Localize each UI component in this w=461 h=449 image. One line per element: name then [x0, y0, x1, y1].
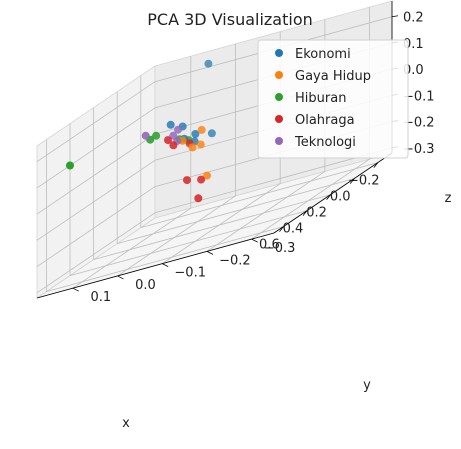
x-tick-label-2: 0.2: [306, 206, 327, 221]
point-olahraga-2: [194, 194, 203, 203]
y-tick-label-1: 0.0: [135, 278, 156, 293]
legend-marker-0: [275, 49, 283, 57]
legend-marker-3: [275, 115, 283, 123]
z-grid-back-5: [154, 147, 393, 214]
point-gaya-hidup-4: [197, 125, 206, 134]
y-tick-mark-1: [117, 275, 124, 280]
x-grid-floor-4: [46, 226, 284, 292]
y-tick-label-4: −0.3: [264, 241, 296, 256]
x-grid-floor-1: [117, 178, 355, 244]
point-ekonomi-1: [166, 120, 175, 129]
y-axis-label: y: [363, 378, 371, 393]
y-grid-floor-2: [161, 183, 281, 265]
x-tick-mark-0: [373, 162, 379, 168]
z-grid-left-1: [36, 107, 156, 189]
x-grid-floor-0: [140, 162, 378, 228]
legend-label-4: Teknologi: [294, 135, 356, 150]
y-tick-label-3: −0.2: [219, 253, 251, 268]
point-gaya-hidup-0: [196, 140, 205, 149]
point-olahraga-0: [183, 176, 191, 185]
y-tick-mark-4: [251, 238, 258, 243]
x-tick-mark-4: [279, 226, 284, 232]
y-grid-floor-3: [206, 171, 326, 252]
legend-frame: [257, 39, 409, 159]
z-tick-label-0: 0.2: [403, 11, 424, 26]
point-gaya-hidup-2: [188, 143, 197, 152]
x-axis-label: x: [122, 416, 130, 431]
point-teknologi-0: [174, 125, 182, 134]
z-tick-label-4: −0.2: [403, 116, 435, 131]
z-axis-label: z: [445, 191, 452, 206]
legend-label-1: Gaya Hidup: [295, 69, 371, 84]
z-tick-label-3: −0.1: [403, 89, 435, 104]
tick-labels: −0.20.00.20.40.60.10.0−0.1−0.2−0.30.20.1…: [72, 11, 435, 305]
legend-label-2: Hiburan: [295, 91, 346, 106]
x-axis-line: [273, 152, 393, 234]
y-tick-label-2: −0.1: [174, 266, 206, 281]
legend-marker-2: [275, 93, 283, 101]
point-hiburan-0: [66, 161, 74, 170]
point-olahraga-3: [164, 136, 172, 145]
legend-label-3: Olahraga: [295, 113, 355, 128]
point-hiburan-1: [152, 131, 161, 140]
y-grid-floor-0: [72, 207, 192, 289]
y-grid-floor-4: [251, 158, 370, 240]
x-tick-label-3: 0.4: [283, 222, 304, 237]
legend: Ekonomi Gaya Hidup Hiburan Olahraga Teknolog…: [257, 39, 409, 159]
point-ekonomi-0: [204, 59, 213, 68]
z-tick-label-5: −0.3: [403, 142, 435, 157]
data-points: [66, 59, 216, 203]
chart-title: PCA 3D Visualization: [147, 10, 313, 29]
point-teknologi-2: [141, 131, 150, 140]
legend-marker-4: [275, 137, 283, 145]
z-grid-left-0: [36, 81, 156, 163]
x-grid-floor-2: [93, 194, 331, 260]
z-tick-mark-0: [391, 15, 399, 18]
y-axis-line: [36, 232, 275, 299]
y-tick-mark-3: [206, 251, 214, 255]
x-grid-floor-3: [69, 210, 308, 276]
x-tick-mark-2: [326, 194, 331, 200]
point-olahraga-4: [169, 141, 178, 150]
y-tick-mark-2: [162, 263, 169, 268]
x-tick-label-4: 0.6: [259, 238, 280, 253]
point-ekonomi-3: [207, 129, 216, 138]
x-tick-label-0: −0.2: [348, 174, 380, 189]
x-tick-mark-1: [349, 178, 355, 184]
z-grid-left-5: [36, 212, 156, 294]
z-grid-left-4: [36, 186, 156, 267]
legend-marker-1: [275, 71, 283, 79]
point-gaya-hidup-3: [203, 171, 211, 180]
y-grid-floor-1: [117, 195, 236, 277]
y-tick-label-0: 0.1: [90, 290, 111, 305]
x-tick-mark-3: [302, 210, 308, 216]
point-ekonomi-6: [191, 130, 200, 138]
y-tick-mark-0: [72, 287, 79, 292]
z-grid-left-3: [36, 159, 156, 241]
point-olahraga-1: [197, 175, 206, 184]
legend-label-0: Ekonomi: [295, 47, 351, 62]
z-grid-left-2: [36, 133, 156, 215]
x-tick-label-1: 0.0: [330, 190, 351, 205]
